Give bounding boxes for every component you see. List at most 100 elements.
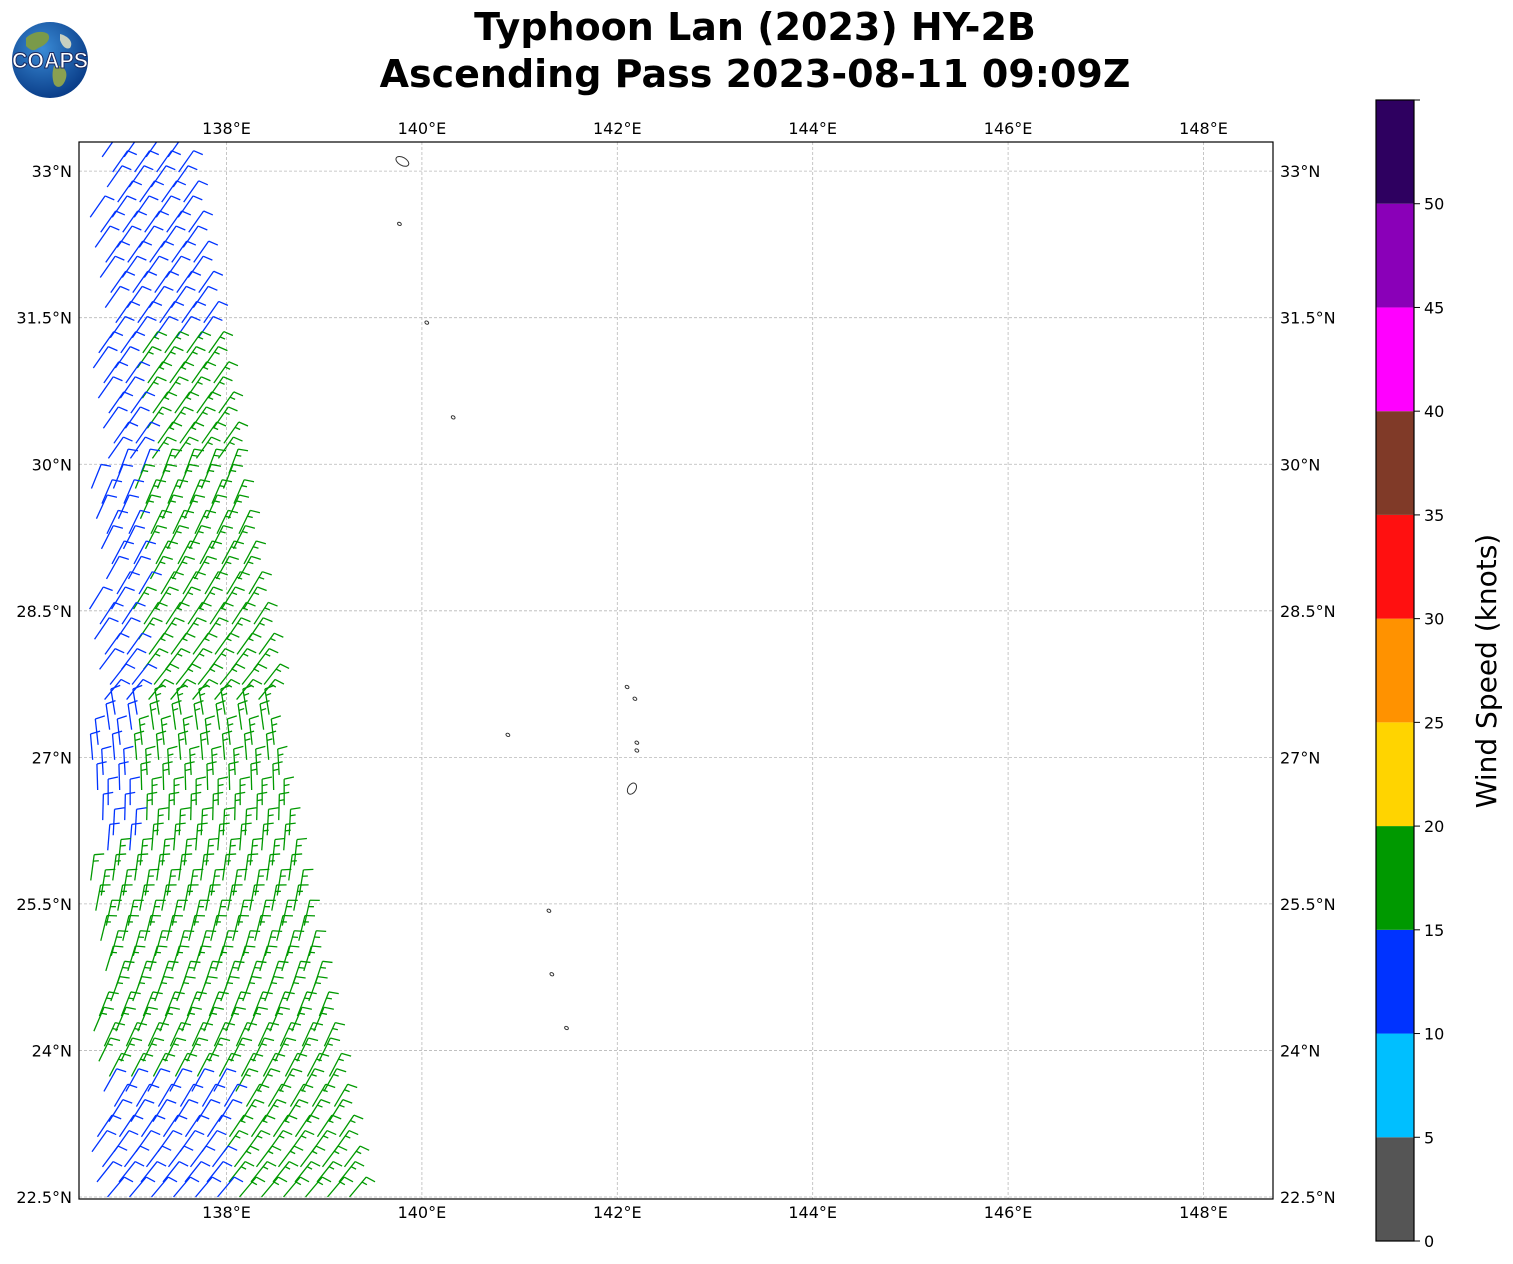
lat-tick-label-left: 31.5°N <box>16 309 72 328</box>
lon-tick-label-bottom: 140°E <box>398 1203 447 1222</box>
wind-barb <box>118 761 129 791</box>
wind-barb <box>204 571 228 595</box>
wind-barb <box>143 601 168 625</box>
wind-barb <box>197 663 224 685</box>
colorbar-tick-label: 30 <box>1424 610 1444 629</box>
wind-barb <box>128 165 154 188</box>
wind-barb <box>220 930 239 956</box>
wind-barb <box>88 586 113 610</box>
wind-barb <box>95 494 118 519</box>
wind-barb <box>192 285 218 309</box>
island-outline <box>395 155 410 167</box>
wind-barb <box>107 1176 134 1198</box>
wind-barb <box>177 195 203 218</box>
wind-barb <box>205 884 221 911</box>
wind-barb <box>254 914 272 941</box>
wind-barb <box>157 1083 182 1107</box>
wind-barb <box>239 1176 266 1198</box>
colorbar-bin <box>1376 100 1414 204</box>
wind-barb <box>155 730 167 760</box>
wind-barb <box>235 1021 258 1047</box>
wind-barb <box>220 975 240 1002</box>
wind-barb <box>262 1052 286 1077</box>
wind-barb <box>343 1145 370 1168</box>
wind-barb <box>154 586 179 610</box>
wind-barb <box>191 1021 214 1047</box>
wind-barb <box>160 617 185 640</box>
wind-barb <box>151 822 164 851</box>
wind-barb <box>134 463 156 489</box>
wind-barb <box>289 1083 314 1107</box>
wind-barb <box>118 448 139 474</box>
wind-barb <box>156 150 182 173</box>
wind-barb <box>126 285 152 309</box>
wind-barb <box>128 509 151 535</box>
wind-barb <box>186 330 212 354</box>
wind-barb <box>323 1021 346 1047</box>
wind-barb <box>137 300 163 324</box>
wind-barb <box>153 663 180 685</box>
wind-barb <box>147 361 173 384</box>
wind-barb <box>183 494 206 519</box>
wind-barb <box>223 421 249 444</box>
wind-barb <box>181 960 201 987</box>
wind-barb <box>255 1145 282 1168</box>
colorbar-tick-label: 35 <box>1424 506 1444 525</box>
wind-barb <box>205 494 228 519</box>
wind-barb <box>207 376 233 399</box>
wind-barb <box>241 663 268 685</box>
figure-title: Typhoon Lan (2023) HY-2B Ascending Pass … <box>240 4 1270 98</box>
wind-barb <box>162 1114 188 1138</box>
wind-barb <box>316 1160 343 1183</box>
wind-barb <box>106 509 129 535</box>
wind-barb <box>323 1068 347 1092</box>
wind-barb <box>151 1176 178 1198</box>
wind-barb <box>176 930 195 956</box>
wind-barb <box>145 142 158 158</box>
lat-tick-label-left: 22.5°N <box>16 1188 72 1207</box>
colorbar-tick-label: 40 <box>1424 402 1444 421</box>
wind-barb <box>226 617 251 640</box>
lat-tick-label-right: 24°N <box>1280 1041 1320 1060</box>
wind-barb <box>217 1176 244 1198</box>
wind-barb <box>103 1068 127 1092</box>
wind-barb <box>238 509 261 535</box>
wind-barb <box>151 436 177 459</box>
wind-barb <box>189 745 200 775</box>
wind-barb <box>225 960 245 987</box>
wind-barb <box>98 1037 121 1062</box>
wind-barb <box>116 571 140 595</box>
wind-barb <box>145 1145 172 1168</box>
wind-barb <box>237 699 248 730</box>
wind-barb <box>233 479 255 504</box>
wind-barb <box>327 1176 354 1198</box>
wind-barb <box>98 991 119 1017</box>
lon-tick-label-top: 138°E <box>202 119 251 138</box>
colorbar-tick-label: 5 <box>1424 1128 1434 1147</box>
wind-barb <box>141 376 167 399</box>
wind-barb <box>242 586 267 610</box>
wind-barb <box>188 914 206 941</box>
wind-barb <box>218 1099 243 1122</box>
colorbar-bin <box>1376 1137 1414 1241</box>
wind-barb <box>253 648 279 670</box>
wind-barb <box>159 960 179 987</box>
wind-barb <box>165 255 191 278</box>
lat-tick-label-right: 27°N <box>1280 748 1320 767</box>
wind-barb <box>104 678 131 700</box>
wind-barb <box>294 1160 321 1183</box>
wind-barb <box>338 1160 365 1183</box>
wind-barb <box>328 1099 353 1122</box>
wind-barb <box>97 376 123 399</box>
wind-barb <box>135 421 161 444</box>
wind-barb <box>191 361 217 384</box>
wind-barb <box>222 807 235 836</box>
wind-barb <box>240 1052 264 1077</box>
colorbar-tick-label: 0 <box>1424 1232 1434 1251</box>
wind-barb <box>186 991 207 1017</box>
wind-barb <box>159 300 185 324</box>
wind-barb <box>89 195 115 218</box>
wind-barb <box>105 240 131 263</box>
wind-barb <box>124 406 150 429</box>
